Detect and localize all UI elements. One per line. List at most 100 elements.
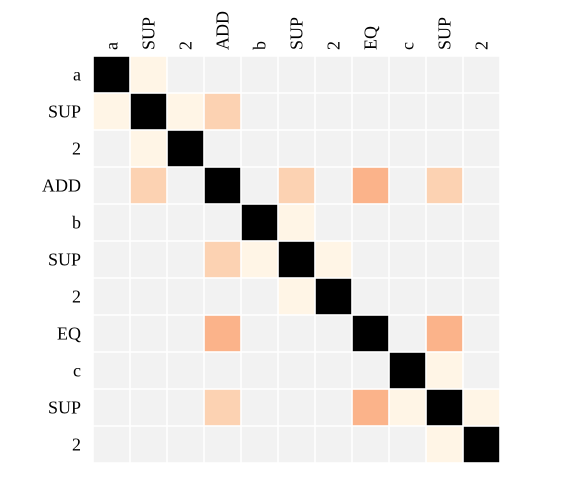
heatmap-cell [130,93,167,130]
heatmap-cell [426,56,463,93]
x-tick-label: c [398,42,418,50]
x-tick-label: b [250,41,270,50]
heatmap-cell [130,241,167,278]
heatmap-cell [389,389,426,426]
heatmap-cell [426,352,463,389]
heatmap-cell [389,315,426,352]
heatmap-cell [241,426,278,463]
x-tick-label: 2 [324,41,344,50]
heatmap-cell [315,315,352,352]
y-tick-label: ADD [42,176,81,196]
heatmap-cell [463,93,500,130]
heatmap-cell [315,352,352,389]
heatmap-cell [241,352,278,389]
y-tick-label: SUP [48,398,81,418]
heatmap-cell [167,167,204,204]
heatmap-cell [426,315,463,352]
heatmap-cell [352,352,389,389]
y-tick-label: SUP [48,250,81,270]
heatmap-cell [389,167,426,204]
heatmap-cell [130,130,167,167]
heatmap-cell [167,426,204,463]
x-tick-labels: a SUP 2 ADD b SUP 2 EQ c SUP 2 [102,11,492,50]
heatmap-cell [241,93,278,130]
x-tick-label: EQ [361,26,381,50]
x-tick-label: 2 [176,41,196,50]
heatmap-cell [426,278,463,315]
heatmap-cell [93,167,130,204]
heatmap-cell [93,426,130,463]
heatmap-cell [241,389,278,426]
heatmap-cell [130,167,167,204]
heatmap-cell [130,426,167,463]
heatmap-cell [352,93,389,130]
y-tick-label: 2 [72,287,81,307]
heatmap-cell [426,130,463,167]
heatmap-cell [93,278,130,315]
heatmap-cell [463,241,500,278]
heatmap-cell [167,93,204,130]
heatmap-cell [130,204,167,241]
heatmap-cell [167,389,204,426]
y-tick-label: SUP [48,102,81,122]
heatmap-cell [204,278,241,315]
heatmap-cell [93,56,130,93]
heatmap-cell [352,241,389,278]
heatmap-cell [389,204,426,241]
heatmap-cell [389,56,426,93]
heatmap-cell [463,278,500,315]
heatmap-cell [315,130,352,167]
heatmap-cell [93,204,130,241]
heatmap-cell [352,204,389,241]
heatmap-cell [278,241,315,278]
heatmap-cell [463,389,500,426]
heatmap-cell [167,315,204,352]
heatmap-cell [93,389,130,426]
y-tick-label: a [73,65,81,85]
heatmap-cell [315,241,352,278]
heatmap-cell [167,278,204,315]
heatmap-cell [315,204,352,241]
heatmap-cell [167,241,204,278]
heatmap-cell [463,315,500,352]
heatmap-cell [130,315,167,352]
heatmap-cell [352,130,389,167]
heatmap-cell [389,130,426,167]
heatmap-cell [352,167,389,204]
y-tick-label: 2 [72,139,81,159]
heatmap-cell [204,93,241,130]
heatmap-cell [93,130,130,167]
heatmap-cell [204,130,241,167]
heatmap-cell [389,278,426,315]
heatmap-cell [278,93,315,130]
heatmap-cell [315,56,352,93]
heatmap-cell [278,426,315,463]
heatmap-cell [241,204,278,241]
heatmap-cell [241,315,278,352]
y-tick-label: 2 [72,435,81,455]
heatmap-cell [130,278,167,315]
heatmap-cell [352,389,389,426]
heatmap-cells [93,56,500,463]
heatmap-cell [463,426,500,463]
heatmap-cell [463,167,500,204]
heatmap-cell [204,167,241,204]
heatmap-cell [315,278,352,315]
heatmap-cell [93,352,130,389]
heatmap-cell [167,352,204,389]
heatmap-cell [426,204,463,241]
heatmap-cell [241,241,278,278]
heatmap-cell [278,352,315,389]
heatmap-cell [315,93,352,130]
heatmap-cell [426,241,463,278]
heatmap-cell [278,130,315,167]
heatmap-cell [204,56,241,93]
y-tick-labels: a SUP 2 ADD b SUP 2 EQ c SUP 2 [42,65,81,455]
heatmap-cell [93,93,130,130]
heatmap-cell [241,56,278,93]
heatmap-cell [352,315,389,352]
x-tick-label: SUP [435,17,455,50]
x-tick-label: SUP [139,17,159,50]
heatmap-cell [278,204,315,241]
